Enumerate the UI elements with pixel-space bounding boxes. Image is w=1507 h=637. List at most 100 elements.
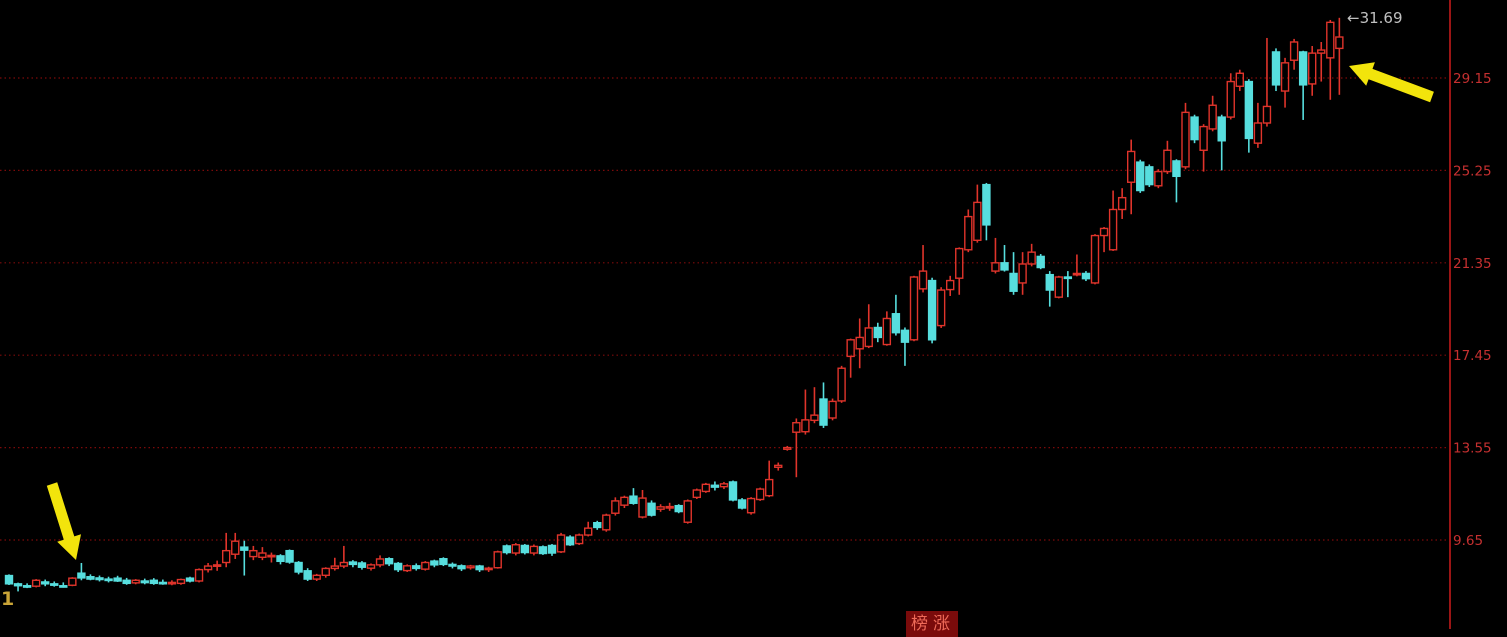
- candle[interactable]: [1063, 271, 1073, 298]
- candle[interactable]: [692, 488, 701, 500]
- candle[interactable]: [439, 557, 448, 567]
- candle[interactable]: [719, 481, 729, 490]
- candle[interactable]: [1108, 190, 1118, 251]
- candle[interactable]: [1018, 252, 1027, 295]
- candle[interactable]: [86, 574, 95, 581]
- candle[interactable]: [176, 578, 186, 585]
- candle[interactable]: [249, 545, 258, 561]
- candle[interactable]: [556, 532, 566, 554]
- candle[interactable]: [638, 490, 647, 519]
- candle[interactable]: [502, 544, 511, 555]
- candle[interactable]: [982, 182, 991, 241]
- candle[interactable]: [855, 318, 864, 369]
- candle[interactable]: [104, 576, 113, 583]
- candle[interactable]: [647, 500, 656, 517]
- candle[interactable]: [393, 562, 403, 572]
- candle[interactable]: [384, 557, 394, 567]
- candle[interactable]: [1326, 19, 1335, 100]
- candle[interactable]: [339, 545, 349, 569]
- candle[interactable]: [258, 547, 267, 561]
- candle[interactable]: [1244, 79, 1254, 153]
- candle[interactable]: [131, 579, 140, 585]
- candle[interactable]: [909, 275, 919, 342]
- candle[interactable]: [584, 521, 593, 537]
- candle[interactable]: [547, 544, 557, 556]
- candle[interactable]: [1099, 227, 1109, 253]
- candle[interactable]: [448, 562, 457, 569]
- candle[interactable]: [737, 498, 747, 510]
- candle[interactable]: [212, 560, 222, 571]
- candle[interactable]: [964, 209, 973, 253]
- candle[interactable]: [4, 574, 14, 586]
- candle[interactable]: [484, 566, 493, 572]
- candle[interactable]: [629, 488, 638, 505]
- candle[interactable]: [801, 389, 810, 435]
- candle[interactable]: [430, 559, 439, 568]
- candle[interactable]: [774, 462, 783, 471]
- candle[interactable]: [276, 554, 285, 565]
- candle[interactable]: [294, 561, 303, 575]
- candle[interactable]: [620, 495, 629, 509]
- candle[interactable]: [194, 568, 204, 583]
- candle[interactable]: [1009, 252, 1018, 295]
- candle[interactable]: [1298, 50, 1308, 120]
- candle[interactable]: [312, 573, 321, 581]
- candle[interactable]: [1226, 73, 1235, 120]
- candle[interactable]: [240, 540, 249, 576]
- candle[interactable]: [873, 322, 882, 343]
- candle[interactable]: [412, 563, 421, 571]
- candle[interactable]: [991, 237, 1000, 274]
- candle[interactable]: [1081, 271, 1091, 282]
- candle[interactable]: [511, 543, 520, 556]
- candle[interactable]: [31, 579, 41, 588]
- candle[interactable]: [285, 549, 294, 564]
- candle[interactable]: [475, 564, 484, 572]
- candle[interactable]: [1027, 243, 1036, 267]
- candle[interactable]: [746, 497, 756, 515]
- candle[interactable]: [185, 576, 195, 583]
- candle[interactable]: [41, 579, 50, 587]
- candle[interactable]: [348, 560, 358, 568]
- candle[interactable]: [1208, 95, 1217, 132]
- candle[interactable]: [837, 365, 846, 403]
- candle[interactable]: [973, 184, 982, 243]
- candle[interactable]: [203, 562, 213, 573]
- candle[interactable]: [882, 311, 892, 346]
- candle[interactable]: [95, 575, 104, 582]
- candle[interactable]: [50, 581, 59, 587]
- candle[interactable]: [828, 398, 837, 421]
- candle[interactable]: [366, 563, 376, 571]
- candle[interactable]: [330, 557, 339, 571]
- candle[interactable]: [593, 520, 602, 530]
- candle[interactable]: [602, 513, 611, 532]
- candle[interactable]: [565, 535, 575, 546]
- candle[interactable]: [1163, 140, 1172, 174]
- candle[interactable]: [918, 245, 928, 293]
- candle[interactable]: [891, 294, 901, 336]
- candle[interactable]: [149, 578, 159, 585]
- candle[interactable]: [403, 564, 412, 572]
- candle[interactable]: [1090, 234, 1100, 285]
- candle[interactable]: [1317, 41, 1326, 82]
- candle[interactable]: [1289, 38, 1299, 70]
- candle[interactable]: [927, 277, 937, 344]
- candle[interactable]: [656, 504, 665, 512]
- candle[interactable]: [783, 445, 792, 451]
- candle[interactable]: [765, 460, 774, 498]
- candle[interactable]: [1154, 169, 1163, 189]
- candle[interactable]: [1335, 17, 1344, 95]
- candle[interactable]: [1280, 57, 1290, 108]
- candle[interactable]: [457, 564, 466, 572]
- candle[interactable]: [167, 580, 177, 586]
- candle[interactable]: [113, 575, 122, 582]
- candle[interactable]: [1045, 271, 1054, 307]
- candle[interactable]: [22, 583, 32, 589]
- candle[interactable]: [421, 561, 430, 571]
- candle[interactable]: [231, 532, 240, 559]
- candle[interactable]: [1217, 114, 1226, 171]
- candle[interactable]: [1172, 159, 1181, 203]
- candle[interactable]: [1181, 102, 1190, 170]
- candle[interactable]: [755, 487, 765, 501]
- candle[interactable]: [1253, 102, 1263, 148]
